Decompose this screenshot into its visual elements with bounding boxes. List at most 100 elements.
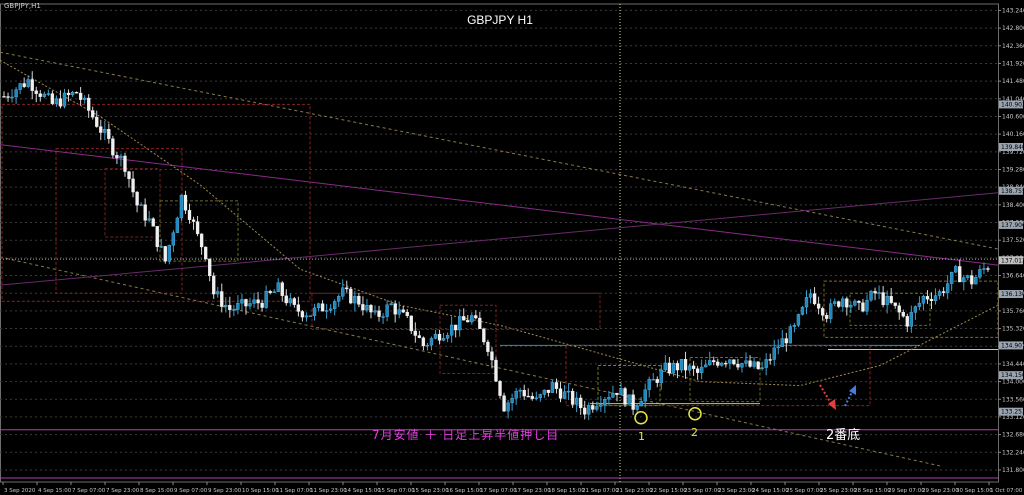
- candle-body: [683, 359, 688, 371]
- candle-body: [607, 397, 611, 400]
- candle-body: [74, 92, 79, 94]
- candlesticks: [2, 71, 990, 420]
- trendline-purple: [0, 192, 999, 286]
- candle-body: [587, 405, 591, 415]
- candle-body: [143, 204, 147, 221]
- y-tick-label: 139.280: [1002, 166, 1024, 173]
- candle-body: [38, 93, 42, 97]
- arrow-head-red: [828, 399, 836, 410]
- x-tick-label: 1 Oct 07:00: [990, 488, 1023, 494]
- candle-body: [280, 282, 284, 296]
- candle-body: [970, 275, 974, 285]
- annotation-double-bottom: 2番底: [826, 428, 861, 443]
- trendline-lower: [0, 256, 941, 467]
- range-box: [689, 356, 761, 403]
- candle-body: [498, 381, 502, 396]
- candle-body: [909, 312, 913, 327]
- candle-body: [357, 295, 361, 305]
- y-tick-label: 141.480: [1002, 78, 1024, 85]
- candle-body: [151, 218, 155, 227]
- candle-body: [252, 299, 256, 304]
- candle-body: [853, 300, 857, 306]
- x-tick-label: 29 Sep 07:00: [888, 488, 925, 494]
- candle-body: [712, 360, 716, 363]
- y-tick-label: 133.560: [1002, 396, 1024, 403]
- x-tick-label: 17 Sep 23:00: [514, 488, 551, 494]
- candle-body: [675, 363, 680, 371]
- candle-body: [389, 303, 393, 306]
- candle-body: [248, 303, 252, 307]
- candle-body: [510, 398, 514, 404]
- candle-body: [147, 218, 151, 221]
- candle-body: [203, 246, 208, 260]
- candle-body: [740, 363, 744, 368]
- candle-body: [784, 338, 788, 344]
- price-tag: [999, 290, 1023, 299]
- candle-body: [288, 298, 292, 304]
- y-tick-label: 139.720: [1002, 149, 1024, 156]
- candle-body: [30, 79, 34, 91]
- trendline-upper: [0, 51, 999, 250]
- candle-body: [635, 405, 639, 410]
- candle-body: [264, 291, 268, 308]
- x-tick-label: 21 Sep 23:00: [616, 488, 653, 494]
- candle-body: [845, 298, 849, 308]
- plot-frame: [0, 3, 999, 483]
- range-box: [1, 103, 311, 302]
- candle-body: [764, 359, 768, 368]
- time-axis[interactable]: 3 Sep 2020 4 Sep 15:00 7 Sep 07:00 7 Sep 23…: [2, 482, 1023, 494]
- arrow-up-blue: [844, 389, 854, 407]
- price-tag-label: 134.150: [1001, 372, 1024, 379]
- x-tick-label: 11 Sep 23:00: [310, 488, 347, 494]
- candle-body: [945, 283, 950, 293]
- price-tag: [999, 100, 1023, 109]
- candle-body: [462, 316, 466, 321]
- candle-body: [111, 138, 115, 156]
- candle-body: [486, 341, 490, 352]
- candle-body: [583, 407, 587, 415]
- x-tick-label: 14 Sep 15:00: [344, 488, 381, 494]
- candle-body: [619, 388, 623, 395]
- candle-body: [296, 304, 301, 312]
- candle-body: [704, 364, 708, 368]
- candle-body: [256, 299, 260, 304]
- range-box: [849, 292, 931, 326]
- y-tick-label: 143.240: [1002, 7, 1024, 14]
- y-tick-label: 134.440: [1002, 361, 1024, 368]
- price-axis[interactable]: 143.240 142.800 142.360 141.920 141.480 141.0…: [998, 7, 1024, 474]
- candle-body: [18, 83, 22, 90]
- candle-body: [324, 310, 329, 312]
- candle-body: [466, 320, 470, 323]
- candle-body: [966, 275, 970, 278]
- candle-body: [312, 307, 317, 316]
- candle-body: [260, 302, 264, 308]
- candle-body: [869, 291, 873, 301]
- candle-body: [42, 93, 46, 97]
- candle-body: [639, 401, 643, 407]
- candle-body: [591, 405, 595, 410]
- y-tick-label: 135.760: [1002, 308, 1024, 315]
- candle-body: [808, 293, 813, 298]
- candle-body: [2, 96, 6, 98]
- candle-body: [897, 305, 901, 313]
- range-box: [55, 148, 183, 294]
- candle-body: [216, 291, 220, 295]
- candle-body: [377, 310, 381, 317]
- candle-body: [820, 308, 825, 316]
- x-tick-label: 21 Sep 07:00: [582, 488, 619, 494]
- candle-body: [341, 287, 345, 297]
- candle-body: [167, 245, 171, 262]
- price-tag: [999, 220, 1023, 229]
- candle-body: [131, 178, 135, 193]
- candle-body: [950, 271, 954, 284]
- candle-body: [272, 291, 276, 293]
- candle-body: [220, 291, 224, 307]
- candle-body: [929, 298, 934, 302]
- candle-body: [54, 98, 59, 104]
- candle-body: [135, 191, 139, 206]
- candle-body: [502, 395, 506, 412]
- y-tick-label: 142.360: [1002, 43, 1024, 50]
- candle-body: [800, 306, 805, 315]
